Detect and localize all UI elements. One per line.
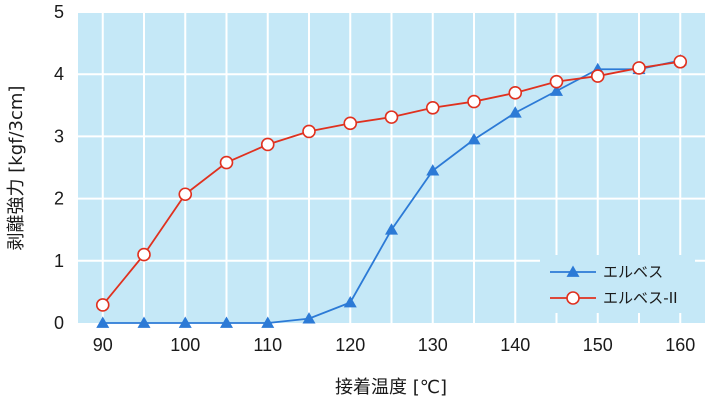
y-tick-label: 1 <box>54 251 64 271</box>
legend-label: エルベス <box>603 263 663 281</box>
data-point <box>385 223 398 235</box>
y-tick-label: 3 <box>54 126 64 146</box>
legend-marker <box>566 291 580 305</box>
data-point <box>632 61 646 75</box>
data-point <box>425 100 440 115</box>
series-elves-ii <box>95 54 688 312</box>
data-point <box>260 137 275 152</box>
data-point <box>261 316 275 328</box>
data-point <box>549 74 564 89</box>
y-tick-label: 2 <box>54 189 64 209</box>
y-axis-label: 剥離強力 [kgf/3cm] <box>6 86 27 251</box>
data-point <box>137 316 151 328</box>
legend-item: エルベス-II <box>550 289 678 307</box>
legend-item: エルベス <box>550 263 663 281</box>
data-point <box>96 316 110 328</box>
data-point <box>590 69 605 83</box>
x-tick-label: 100 <box>170 335 200 355</box>
x-tick-label: 110 <box>253 335 282 355</box>
y-tick-label: 4 <box>54 64 64 84</box>
data-point <box>178 187 193 202</box>
data-point <box>384 110 399 124</box>
data-point <box>178 316 192 328</box>
y-axis-ticks: 0 1 2 3 4 5 <box>54 2 64 333</box>
data-point <box>508 86 523 100</box>
x-tick-label: 140 <box>500 335 530 355</box>
x-tick-label: 130 <box>418 335 448 355</box>
legend-marker <box>566 265 580 277</box>
series-layer <box>95 54 688 328</box>
data-point <box>302 312 316 324</box>
x-axis-label: 接着温度 [℃] <box>335 377 447 398</box>
legend-label: エルベス-II <box>603 289 678 307</box>
y-tick-label: 5 <box>54 2 64 22</box>
data-point <box>95 298 110 312</box>
data-point <box>137 247 151 262</box>
data-point <box>220 316 233 328</box>
x-tick-label: 90 <box>93 335 113 355</box>
data-point <box>673 54 688 69</box>
data-point <box>219 155 234 170</box>
x-tick-label: 160 <box>665 335 695 355</box>
x-tick-label: 120 <box>335 335 365 355</box>
data-point <box>302 124 316 139</box>
data-point <box>467 94 481 109</box>
data-point <box>467 133 481 145</box>
data-point <box>343 116 358 131</box>
data-point <box>550 84 563 96</box>
data-point <box>508 106 522 118</box>
x-tick-label: 150 <box>583 335 613 355</box>
data-point <box>426 164 440 176</box>
data-point <box>343 295 357 308</box>
legend-box <box>540 255 695 313</box>
y-tick-label: 0 <box>54 313 64 333</box>
x-axis-ticks: 90 100 110 120 130 140 150 160 <box>93 335 696 355</box>
